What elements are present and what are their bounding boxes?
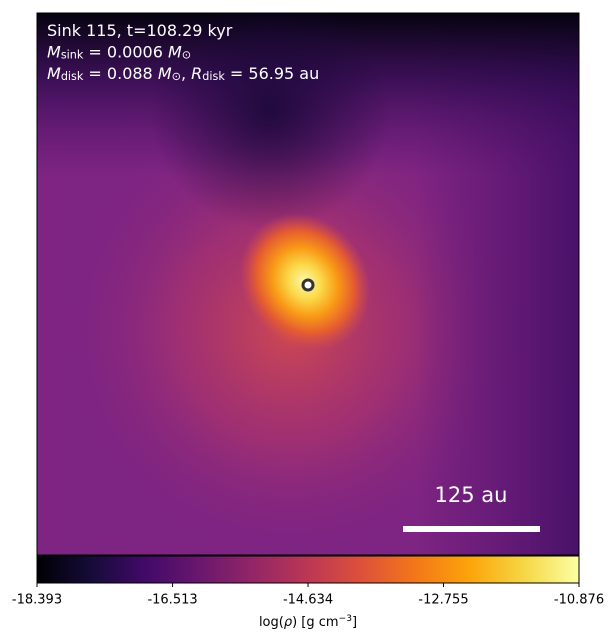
text-part: = 0.0006 xyxy=(83,42,168,61)
text-part: Sink 115, t=108.29 kyr xyxy=(47,21,233,40)
colorbar xyxy=(36,555,580,584)
annotation: Sink 115, t=108.29 kyr xyxy=(47,21,233,40)
text-part: , xyxy=(181,64,191,83)
text-part: M xyxy=(47,64,61,83)
annotation: Mdisk = 0.088 M⊙, Rdisk = 56.95 au xyxy=(47,64,319,84)
text-part: = 56.95 au xyxy=(225,64,319,83)
colorbar-label: log(ρ) [g cm−3] xyxy=(259,614,357,630)
text-part: disk xyxy=(202,70,225,83)
tick-label: -18.393 xyxy=(12,593,62,608)
text-part: R xyxy=(191,64,202,83)
text-part: log( xyxy=(259,615,284,630)
tick-label: -16.513 xyxy=(147,593,197,608)
text-part: M xyxy=(158,64,172,83)
sink-marker xyxy=(301,278,315,292)
tick-label: -14.634 xyxy=(283,593,333,608)
frame xyxy=(36,12,580,556)
scale-bar xyxy=(403,526,540,532)
text-part: ⊙ xyxy=(172,70,181,83)
text-part: M xyxy=(168,42,182,61)
tick-label: -12.755 xyxy=(418,593,468,608)
text-part: = 0.088 xyxy=(83,64,157,83)
annotation: Msink = 0.0006 M⊙ xyxy=(47,42,191,62)
colorbar-axis: -18.393 -16.513 -14.634 -12.755 -10.876 log(ρ… xyxy=(12,583,604,630)
text-part: M xyxy=(47,42,61,61)
text-part: ) [g cm xyxy=(292,615,338,630)
text-part: ρ xyxy=(284,615,293,630)
text-part: ] xyxy=(352,615,357,630)
scale-label: 125 au xyxy=(435,483,508,507)
text-part: −3 xyxy=(339,614,353,624)
text-part: ⊙ xyxy=(182,49,191,62)
tick-label: -10.876 xyxy=(554,593,604,608)
text-part: sink xyxy=(61,49,84,62)
text-part: disk xyxy=(61,70,84,83)
